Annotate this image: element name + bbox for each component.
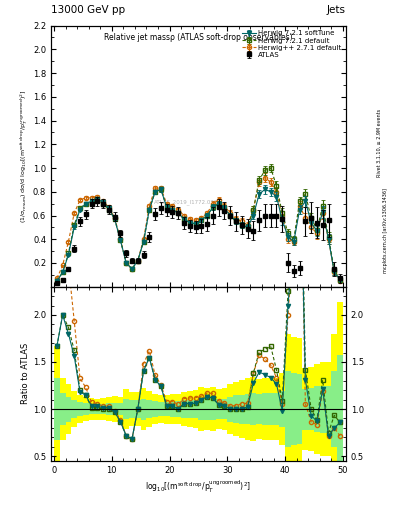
Text: ATLAS_2019_I1772.032: ATLAS_2019_I1772.032 xyxy=(154,199,219,205)
Y-axis label: Ratio to ATLAS: Ratio to ATLAS xyxy=(21,343,30,404)
Text: mcplots.cern.ch [arXiv:1306.3436]: mcplots.cern.ch [arXiv:1306.3436] xyxy=(383,188,387,273)
X-axis label: log$_{10}$[(m$^{\rm soft\ drop}$/p$_T^{\rm ungroomed}$)$^2$]: log$_{10}$[(m$^{\rm soft\ drop}$/p$_T^{\… xyxy=(145,479,252,495)
Text: Rivet 3.1.10, ≥ 2.9M events: Rivet 3.1.10, ≥ 2.9M events xyxy=(377,109,382,178)
Legend: Herwig 7.2.1 softTune, Herwig 7.2.1 default, Herwig++ 2.7.1 default, ATLAS: Herwig 7.2.1 softTune, Herwig 7.2.1 defa… xyxy=(241,29,342,59)
Text: 13000 GeV pp: 13000 GeV pp xyxy=(51,5,125,15)
Y-axis label: (1/σ$_{\rm resum}$) dσ/d log$_{10}$[(m$^{\rm soft\ drop}$/p$_T^{\rm ungroomed}$): (1/σ$_{\rm resum}$) dσ/d log$_{10}$[(m$^… xyxy=(19,89,30,223)
Text: Jets: Jets xyxy=(327,5,346,15)
Text: Relative jet massρ (ATLAS soft-drop observables): Relative jet massρ (ATLAS soft-drop obse… xyxy=(104,33,293,42)
